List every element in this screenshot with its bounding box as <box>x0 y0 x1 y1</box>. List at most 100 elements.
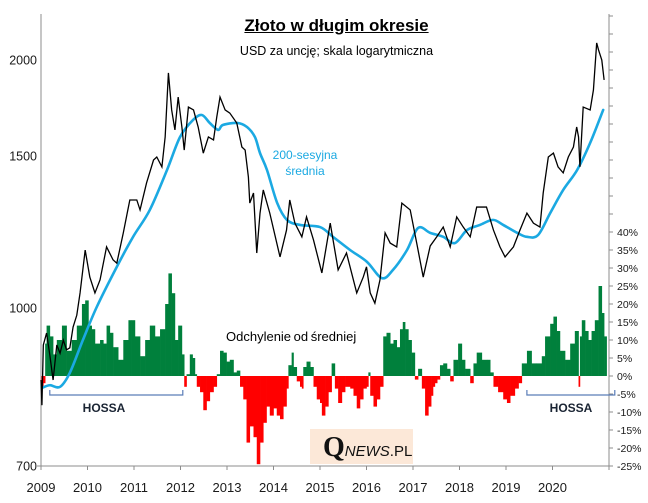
deviation-bar <box>178 325 183 376</box>
deviation-bar <box>536 363 543 376</box>
deviation-bar <box>168 273 172 376</box>
hossa-label: HOSSA <box>550 401 593 415</box>
deviation-bar <box>128 320 132 376</box>
deviation-bar <box>350 376 354 389</box>
deviation-bar <box>383 336 387 376</box>
y-right-tick-label: 35% <box>617 245 638 257</box>
axes: 2009 2010 2011 2012 2013 2014 2015 2016 2017 2018… <box>9 14 642 495</box>
deviation-bar <box>246 376 251 443</box>
deviation-bar <box>588 340 592 376</box>
deviation-bar <box>293 367 298 376</box>
deviation-bar <box>434 376 438 384</box>
logo-text: QNEWS.PL <box>323 432 412 463</box>
y-right-tick-label: 10% <box>617 335 638 347</box>
deviation-bar <box>359 376 364 400</box>
deviation-bar <box>470 376 474 384</box>
deviation-bar <box>196 376 201 387</box>
deviation-bar <box>390 343 394 376</box>
deviation-bar <box>493 376 499 387</box>
deviation-bar <box>405 329 409 376</box>
deviation-bar <box>240 376 244 387</box>
deviation-bar <box>223 352 227 376</box>
deviation-bar <box>154 336 161 376</box>
y-right-tick-label: 20% <box>617 299 638 311</box>
deviation-bar <box>437 376 441 380</box>
deviation-bar <box>431 376 434 396</box>
deviation-bar <box>194 374 198 376</box>
deviation-bar <box>601 313 605 376</box>
deviation-bar <box>531 363 537 376</box>
y-right-tick-label: -5% <box>617 389 636 401</box>
ma200-line <box>40 108 605 390</box>
chart-subtitle: USD za uncję; skala logarytmiczna <box>239 44 434 58</box>
deviation-bar <box>184 376 187 387</box>
deviation-bar <box>446 368 451 376</box>
deviation-bar <box>300 376 303 387</box>
deviation-bar <box>594 320 599 376</box>
deviation-bar <box>510 376 516 396</box>
series-lines <box>40 42 605 406</box>
deviation-bar <box>345 376 351 387</box>
y-right-tick-label: 30% <box>617 263 638 275</box>
deviation-bar <box>476 352 483 376</box>
y-right-tick-label: 0% <box>617 371 632 383</box>
deviation-bar <box>186 374 191 376</box>
x-tick-label: 2015 <box>306 480 335 495</box>
deviation-bar <box>545 336 551 376</box>
deviation-bar <box>402 322 406 376</box>
deviation-bar <box>521 363 528 376</box>
deviation-bar <box>243 376 247 400</box>
hossa-bracket <box>49 390 184 396</box>
deviation-bar <box>334 376 339 389</box>
deviation-bar <box>518 376 523 384</box>
ma-label-line1: 200-sesyjna <box>273 148 338 162</box>
deviation-bar <box>559 350 566 376</box>
deviation-bar <box>91 329 96 376</box>
x-tick-label: 2010 <box>73 480 102 495</box>
y-right-tick-label: -10% <box>617 407 642 419</box>
deviation-bar <box>550 323 554 376</box>
deviation-bar <box>486 359 491 376</box>
deviation-bar <box>363 376 367 389</box>
deviation-bar <box>313 376 318 387</box>
deviation-bar <box>490 372 494 376</box>
deviation-bar <box>366 376 369 387</box>
deviation-bar <box>253 376 258 438</box>
deviation-bar <box>88 325 92 376</box>
y-left-tick-label: 1000 <box>9 302 37 316</box>
deviation-bar <box>206 376 211 402</box>
deviation-bar <box>376 376 381 400</box>
deviation-bar <box>45 343 47 376</box>
deviation-bar <box>585 331 589 376</box>
y-right-tick-label: -25% <box>617 461 642 473</box>
deviation-bar <box>473 363 477 376</box>
y-right-tick-label: 5% <box>617 353 632 365</box>
deviation-bar <box>393 340 398 376</box>
deviation-bar <box>399 329 404 376</box>
deviation-bar <box>591 331 596 376</box>
deviation-bar <box>379 376 384 387</box>
deviation-bar <box>103 343 107 376</box>
deviation-bar <box>465 368 471 376</box>
logo-q: Q <box>323 432 345 463</box>
deviation-bar <box>328 376 332 393</box>
deviation-bar <box>131 320 136 376</box>
deviation-bar <box>414 376 419 380</box>
deviation-bar <box>331 363 336 376</box>
deviation-bar <box>503 376 508 400</box>
deviation-bar <box>71 340 78 376</box>
deviation-bar <box>220 350 224 376</box>
chart-title: Złoto w długim okresie <box>244 16 429 35</box>
logo-news: NEWS <box>345 443 390 460</box>
deviation-bar <box>49 336 54 376</box>
deviation-bar <box>160 329 166 376</box>
logo-pl: .PL <box>390 443 413 460</box>
deviation-bar <box>273 376 278 409</box>
x-tick-label: 2009 <box>27 480 56 495</box>
hossa-bracket <box>526 390 616 396</box>
x-tick-label: 2016 <box>352 480 381 495</box>
y-left-tick-label: 700 <box>16 460 37 474</box>
deviation-bar <box>368 372 371 376</box>
deviation-bar <box>145 340 151 376</box>
